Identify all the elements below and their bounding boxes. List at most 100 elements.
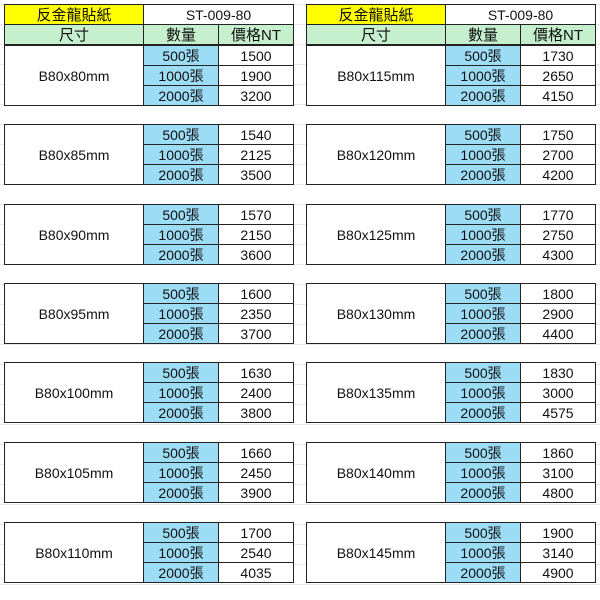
size-cell[interactable]: B80x105mm	[4, 442, 144, 503]
price-cell[interactable]: 3700	[218, 323, 294, 344]
size-cell[interactable]: B80x110mm	[4, 522, 144, 583]
price-cell[interactable]: 4575	[520, 402, 596, 423]
price-cell[interactable]: 4200	[520, 164, 596, 185]
price-cell[interactable]: 4300	[520, 244, 596, 265]
quantity-cell[interactable]: 2000張	[143, 244, 219, 265]
quantity-cell[interactable]: 1000張	[143, 65, 219, 86]
price-cell[interactable]: 4900	[520, 562, 596, 583]
quantity-cell[interactable]: 2000張	[445, 482, 521, 503]
price-cell[interactable]: 3100	[520, 462, 596, 483]
size-cell[interactable]: B80x95mm	[4, 283, 144, 344]
quantity-cell[interactable]: 1000張	[143, 303, 219, 324]
price-cell[interactable]: 2700	[520, 144, 596, 165]
header-size[interactable]: 尺寸	[306, 24, 446, 45]
quantity-cell[interactable]: 500張	[143, 442, 219, 463]
price-cell[interactable]: 1660	[218, 442, 294, 463]
price-cell[interactable]: 2650	[520, 65, 596, 86]
size-cell[interactable]: B80x130mm	[306, 283, 446, 344]
price-cell[interactable]: 3140	[520, 542, 596, 563]
price-cell[interactable]: 1770	[520, 204, 596, 225]
header-price[interactable]: 價格NT	[218, 24, 294, 45]
price-cell[interactable]: 1830	[520, 362, 596, 383]
price-cell[interactable]: 1700	[218, 522, 294, 543]
quantity-cell[interactable]: 2000張	[143, 562, 219, 583]
quantity-cell[interactable]: 500張	[143, 204, 219, 225]
size-cell[interactable]: B80x135mm	[306, 362, 446, 423]
size-cell[interactable]: B80x100mm	[4, 362, 144, 423]
price-cell[interactable]: 3800	[218, 402, 294, 423]
size-cell[interactable]: B80x85mm	[4, 124, 144, 185]
price-cell[interactable]: 4035	[218, 562, 294, 583]
quantity-cell[interactable]: 1000張	[143, 224, 219, 245]
quantity-cell[interactable]: 2000張	[445, 323, 521, 344]
price-cell[interactable]: 1750	[520, 124, 596, 145]
price-cell[interactable]: 1540	[218, 124, 294, 145]
price-cell[interactable]: 2350	[218, 303, 294, 324]
price-cell[interactable]: 1800	[520, 283, 596, 304]
quantity-cell[interactable]: 2000張	[143, 402, 219, 423]
quantity-cell[interactable]: 1000張	[445, 462, 521, 483]
quantity-cell[interactable]: 500張	[445, 45, 521, 66]
quantity-cell[interactable]: 500張	[445, 442, 521, 463]
quantity-cell[interactable]: 500張	[445, 124, 521, 145]
quantity-cell[interactable]: 2000張	[445, 402, 521, 423]
price-cell[interactable]: 2450	[218, 462, 294, 483]
price-cell[interactable]: 3900	[218, 482, 294, 503]
size-cell[interactable]: B80x90mm	[4, 204, 144, 265]
product-code[interactable]: ST-009-80	[445, 4, 596, 25]
quantity-cell[interactable]: 2000張	[143, 164, 219, 185]
price-cell[interactable]: 1860	[520, 442, 596, 463]
price-cell[interactable]: 2540	[218, 542, 294, 563]
quantity-cell[interactable]: 500張	[143, 45, 219, 66]
price-cell[interactable]: 2900	[520, 303, 596, 324]
quantity-cell[interactable]: 1000張	[143, 382, 219, 403]
quantity-cell[interactable]: 1000張	[143, 462, 219, 483]
quantity-cell[interactable]: 500張	[445, 283, 521, 304]
quantity-cell[interactable]: 1000張	[143, 542, 219, 563]
price-cell[interactable]: 4400	[520, 323, 596, 344]
price-cell[interactable]: 2400	[218, 382, 294, 403]
size-cell[interactable]: B80x115mm	[306, 45, 446, 106]
quantity-cell[interactable]: 1000張	[445, 542, 521, 563]
size-cell[interactable]: B80x145mm	[306, 522, 446, 583]
header-price[interactable]: 價格NT	[520, 24, 596, 45]
table-title[interactable]: 反金龍貼紙	[306, 4, 446, 25]
size-cell[interactable]: B80x120mm	[306, 124, 446, 185]
price-cell[interactable]: 4800	[520, 482, 596, 503]
quantity-cell[interactable]: 1000張	[445, 144, 521, 165]
size-cell[interactable]: B80x125mm	[306, 204, 446, 265]
table-title[interactable]: 反金龍貼紙	[4, 4, 144, 25]
price-cell[interactable]: 3200	[218, 85, 294, 106]
price-cell[interactable]: 2750	[520, 224, 596, 245]
price-cell[interactable]: 2150	[218, 224, 294, 245]
size-cell[interactable]: B80x140mm	[306, 442, 446, 503]
quantity-cell[interactable]: 500張	[445, 522, 521, 543]
quantity-cell[interactable]: 500張	[143, 283, 219, 304]
header-qty[interactable]: 數量	[445, 24, 521, 45]
price-cell[interactable]: 2125	[218, 144, 294, 165]
price-cell[interactable]: 3000	[520, 382, 596, 403]
quantity-cell[interactable]: 1000張	[143, 144, 219, 165]
quantity-cell[interactable]: 500張	[445, 204, 521, 225]
price-cell[interactable]: 3500	[218, 164, 294, 185]
quantity-cell[interactable]: 1000張	[445, 303, 521, 324]
quantity-cell[interactable]: 2000張	[143, 482, 219, 503]
quantity-cell[interactable]: 2000張	[445, 164, 521, 185]
quantity-cell[interactable]: 500張	[445, 362, 521, 383]
header-size[interactable]: 尺寸	[4, 24, 144, 45]
price-cell[interactable]: 1570	[218, 204, 294, 225]
quantity-cell[interactable]: 1000張	[445, 224, 521, 245]
price-cell[interactable]: 1900	[520, 522, 596, 543]
size-cell[interactable]: B80x80mm	[4, 45, 144, 106]
price-cell[interactable]: 4150	[520, 85, 596, 106]
price-cell[interactable]: 1630	[218, 362, 294, 383]
quantity-cell[interactable]: 500張	[143, 124, 219, 145]
product-code[interactable]: ST-009-80	[143, 4, 294, 25]
header-qty[interactable]: 數量	[143, 24, 219, 45]
quantity-cell[interactable]: 500張	[143, 362, 219, 383]
quantity-cell[interactable]: 2000張	[445, 85, 521, 106]
price-cell[interactable]: 1900	[218, 65, 294, 86]
price-cell[interactable]: 1600	[218, 283, 294, 304]
price-cell[interactable]: 1500	[218, 45, 294, 66]
quantity-cell[interactable]: 500張	[143, 522, 219, 543]
